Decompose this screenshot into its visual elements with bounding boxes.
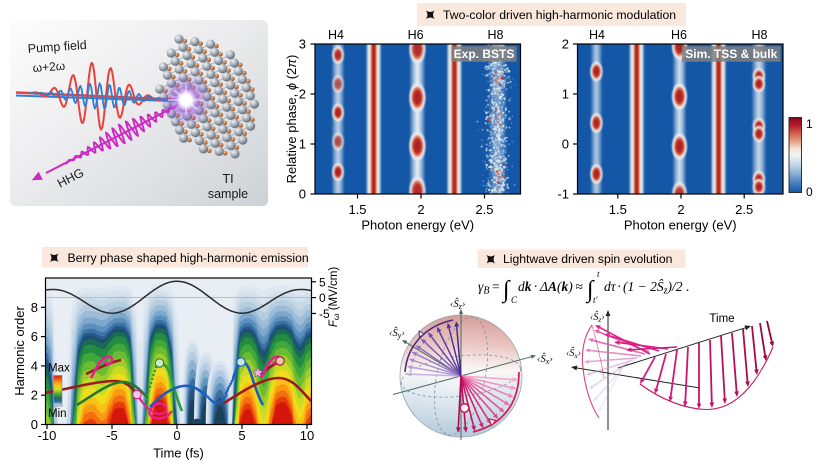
svg-text:≈: ≈ [576,279,583,294]
svg-text:1.5: 1.5 [609,202,627,217]
svg-text:1: 1 [806,117,813,131]
svg-text:‹Ŝx›: ‹Ŝx› [537,353,553,366]
svg-text:2: 2 [299,87,306,102]
svg-text:1: 1 [562,87,569,102]
svg-text:Fω (MV/cm): Fω (MV/cm) [328,267,341,327]
svg-text:2: 2 [31,388,38,403]
svg-text:Relative phase, ϕ (2π): Relative phase, ϕ (2π) [284,55,299,184]
svg-text:0: 0 [31,417,38,432]
svg-text:2: 2 [677,202,684,217]
svg-text:6: 6 [31,329,38,344]
svg-text:2: 2 [562,37,569,52]
svg-text:H8: H8 [488,28,504,42]
svg-text:3: 3 [299,37,306,52]
svg-text:-1: -1 [557,187,569,202]
svg-text:Min: Min [48,408,67,420]
svg-text:H4: H4 [589,28,605,42]
svg-text:2.5: 2.5 [475,202,493,217]
svg-text:C: C [511,295,518,305]
svg-text:10: 10 [300,428,314,443]
svg-text:Pump field: Pump field [27,38,87,56]
svg-text:-10: -10 [38,428,57,443]
svg-text:5: 5 [319,275,326,289]
svg-text:t′: t′ [593,295,599,305]
svg-text:1: 1 [299,137,306,152]
svg-text:=: = [492,279,500,294]
svg-text:‹Ŝy›: ‹Ŝy› [389,327,405,340]
svg-text:H6: H6 [408,28,424,42]
svg-text:4: 4 [31,358,38,373]
svg-text:8: 8 [31,300,38,315]
svg-text:∫: ∫ [501,277,511,304]
svg-text:0: 0 [806,185,813,199]
svg-text:0: 0 [562,137,569,152]
svg-text:Max: Max [48,363,70,375]
svg-text:·: · [534,279,539,294]
svg-text:TI: TI [222,172,233,186]
svg-text:t: t [597,269,600,279]
svg-text:Time: Time [709,313,734,325]
svg-text:Time (fs): Time (fs) [153,446,204,460]
svg-text:‹Ŝx›: ‹Ŝx› [566,347,581,360]
svg-text:2.5: 2.5 [735,202,753,217]
svg-text:1.5: 1.5 [348,202,366,217]
svg-text:ω+2ω: ω+2ω [32,59,65,75]
svg-text:dτ: dτ [604,279,617,294]
svg-text:(1 − 2Ŝz)/2 .: (1 − 2Ŝz)/2 . [623,279,689,297]
svg-text:sample: sample [208,187,248,201]
svg-text:Lightwave driven spin evolutio: Lightwave driven spin evolution [503,252,672,266]
svg-text:Harmonic order: Harmonic order [12,306,27,396]
svg-text:·: · [617,279,622,294]
svg-text:Exp. BSTS: Exp. BSTS [454,47,515,61]
svg-text:∫: ∫ [585,277,595,304]
svg-text:H8: H8 [752,28,768,42]
svg-text:Two-color driven high-harmonic: Two-color driven high-harmonic modulatio… [443,8,676,22]
svg-text:0: 0 [173,428,180,443]
svg-text:0: 0 [319,291,326,305]
svg-text:-5: -5 [319,307,330,321]
svg-text:γB: γB [478,279,489,297]
svg-text:Sim. TSS & bulk: Sim. TSS & bulk [685,47,777,61]
svg-text:dk: dk [518,279,532,294]
svg-text:Photon energy (eV): Photon energy (eV) [624,218,737,233]
svg-text:‹Ŝz›: ‹Ŝz› [450,298,465,311]
svg-text:-5: -5 [106,428,118,443]
svg-text:Photon energy (eV): Photon energy (eV) [361,218,474,233]
svg-text:Berry phase shaped high-harmon: Berry phase shaped high-harmonic emissio… [68,251,309,265]
svg-text:2: 2 [417,202,424,217]
svg-text:‹Ŝz›: ‹Ŝz› [590,311,605,324]
svg-text:H6: H6 [671,28,687,42]
svg-text:ΔA(k): ΔA(k) [539,279,573,294]
svg-text:5: 5 [238,428,245,443]
svg-text:H4: H4 [328,28,344,42]
svg-text:0: 0 [299,187,306,202]
